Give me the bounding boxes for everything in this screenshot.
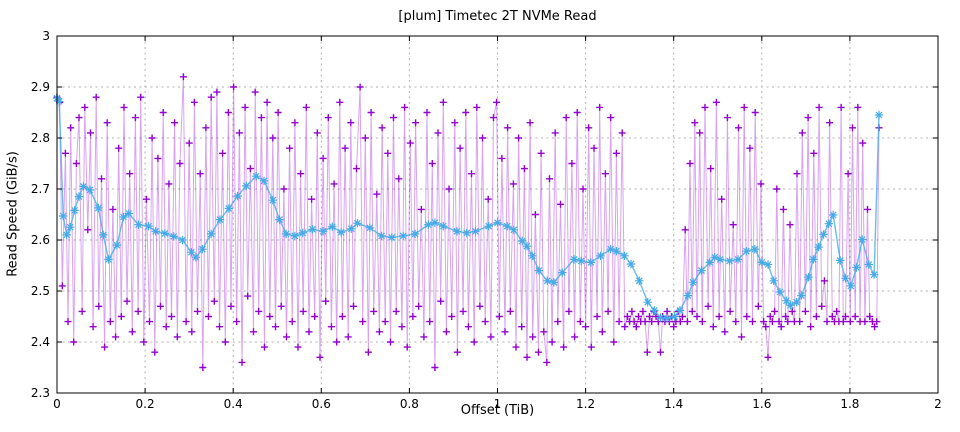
y-tick-label: 2.5 [31,284,50,298]
x-tick-label: 0.6 [312,397,331,411]
x-tick-label: 2 [934,397,942,411]
x-tick-label: 0 [53,397,61,411]
y-tick-label: 2.7 [31,182,50,196]
x-tick-label: 0.4 [224,397,243,411]
y-tick-label: 2.9 [31,80,50,94]
read-speed-raw-line [56,76,880,368]
y-tick-label: 2.4 [31,335,50,349]
x-tick-label: 1 [494,397,502,411]
x-tick-label: 1.4 [664,397,683,411]
chart-title: [plum] Timetec 2T NVMe Read [398,9,597,24]
x-tick-label: 1.6 [752,397,771,411]
x-axis-label: Offset (TiB) [460,403,535,418]
x-tick-label: 1.2 [576,397,595,411]
gridlines [57,36,938,393]
y-tick-label: 2.6 [31,233,50,247]
axis-ticks [56,35,939,394]
x-tick-label: 1.8 [840,397,859,411]
x-tick-label: 0.8 [400,397,419,411]
x-tick-label: 0.2 [136,397,155,411]
read-speed-raw-series [53,73,883,371]
y-tick-label: 3 [42,29,50,43]
y-tick-label: 2.8 [31,131,50,145]
tick-labels: 0 0.2 0.4 0.6 0.8 1 1.2 1.4 1.6 1.8 2 2.3 2.4 2.5 2.6 2… [31,29,942,411]
y-tick-label: 2.3 [31,386,50,400]
